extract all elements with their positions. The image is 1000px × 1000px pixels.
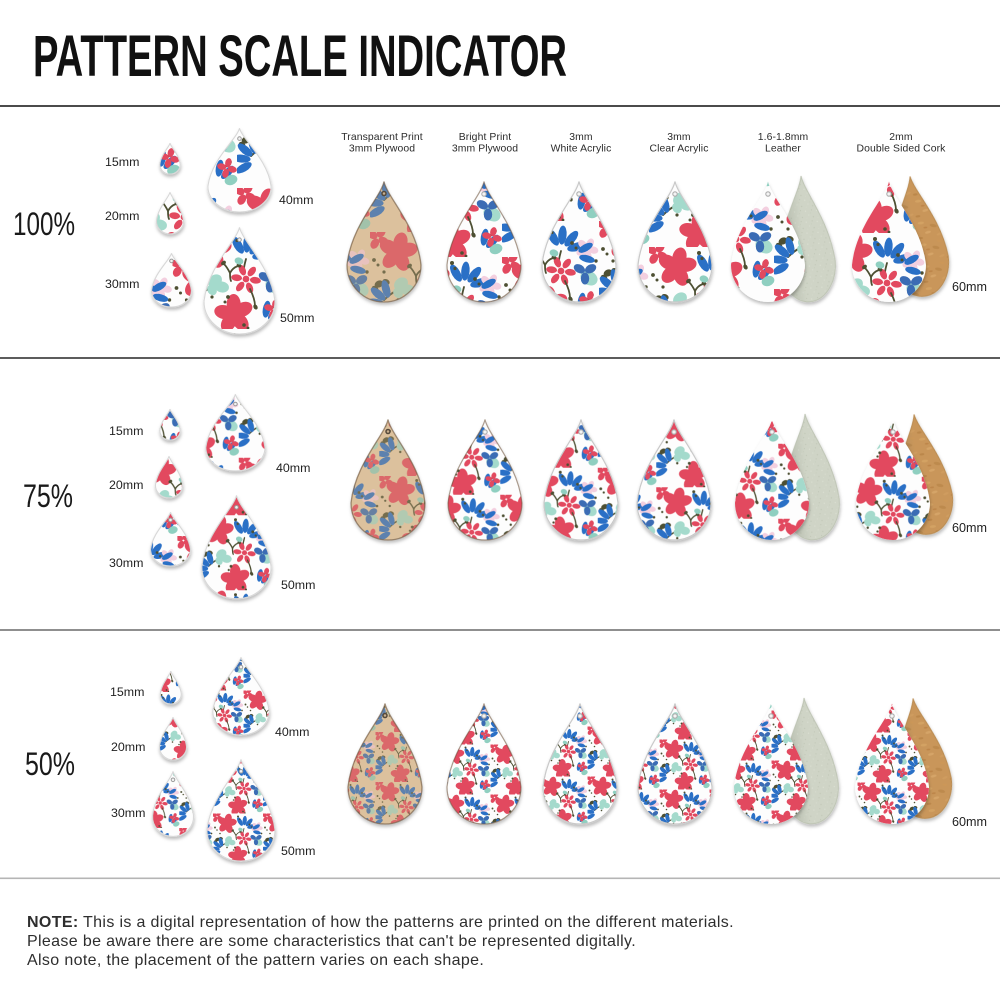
svg-text:50mm: 50mm [281,844,315,858]
svg-text:30mm: 30mm [111,806,145,820]
svg-text:2mm: 2mm [889,132,912,143]
svg-text:15mm: 15mm [105,155,139,169]
svg-text:Please be aware there are some: Please be aware there are some character… [27,933,636,950]
svg-text:20mm: 20mm [111,740,145,754]
svg-text:Double Sided Cork: Double Sided Cork [857,144,947,155]
svg-text:Also note, the placement of th: Also note, the placement of the pattern … [27,952,484,969]
svg-text:50%: 50% [25,746,75,782]
svg-text:50mm: 50mm [281,578,315,592]
svg-text:Clear Acrylic: Clear Acrylic [649,144,708,155]
svg-text:Transparent Print: Transparent Print [341,132,423,143]
svg-text:15mm: 15mm [109,424,143,438]
svg-text:3mm Plywood: 3mm Plywood [349,144,415,155]
svg-text:60mm: 60mm [952,815,987,829]
svg-text:Bright Print: Bright Print [459,132,512,143]
svg-text:3mm: 3mm [667,132,690,143]
svg-text:75%: 75% [23,478,73,514]
svg-text:NOTE: This is a digital repres: NOTE: This is a digital representation o… [27,914,734,931]
svg-text:20mm: 20mm [109,478,143,492]
svg-text:40mm: 40mm [279,193,313,207]
svg-text:50mm: 50mm [280,311,314,325]
svg-text:3mm Plywood: 3mm Plywood [452,144,518,155]
svg-text:100%: 100% [13,206,75,242]
svg-text:60mm: 60mm [952,280,987,294]
svg-text:20mm: 20mm [105,209,139,223]
svg-text:40mm: 40mm [275,725,309,739]
svg-text:30mm: 30mm [109,556,143,570]
svg-text:40mm: 40mm [276,461,310,475]
svg-text:White Acrylic: White Acrylic [551,144,612,155]
svg-text:60mm: 60mm [952,521,987,535]
svg-text:3mm: 3mm [569,132,592,143]
svg-text:15mm: 15mm [110,685,144,699]
svg-text:Leather: Leather [765,144,801,155]
svg-text:30mm: 30mm [105,277,139,291]
svg-text:1.6-1.8mm: 1.6-1.8mm [758,132,809,143]
svg-text:PATTERN SCALE INDICATOR: PATTERN SCALE INDICATOR [33,24,567,89]
